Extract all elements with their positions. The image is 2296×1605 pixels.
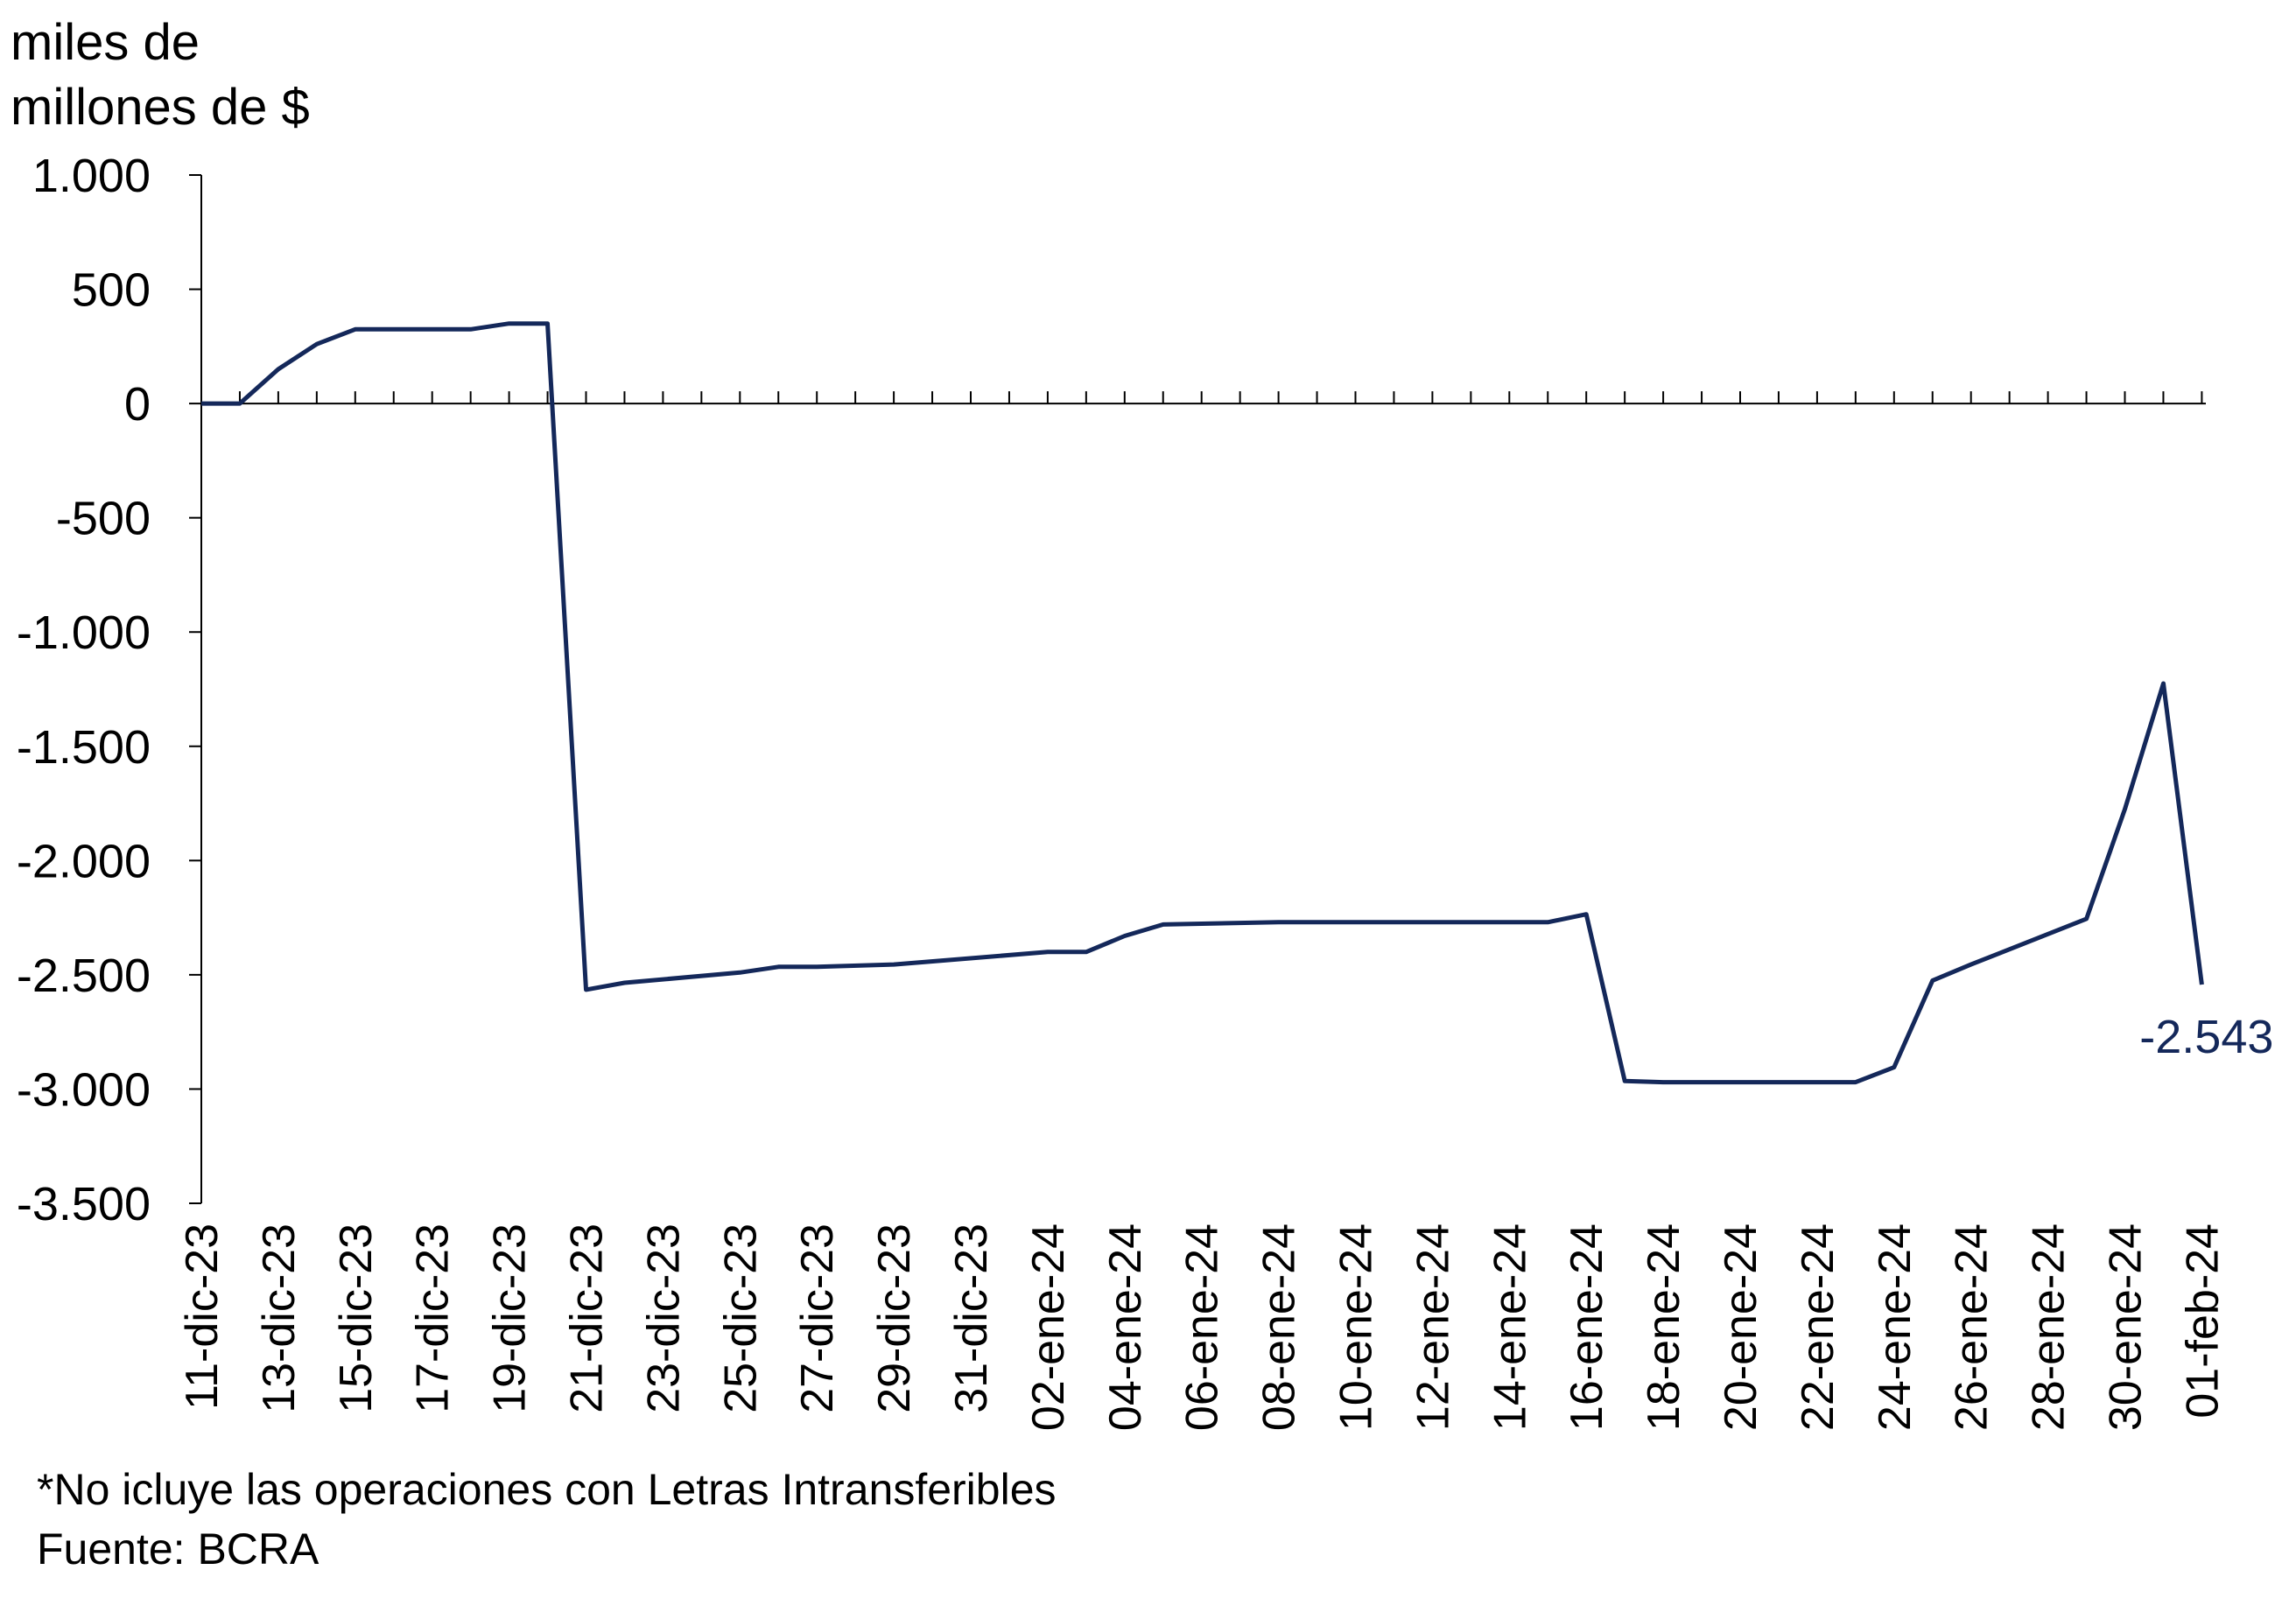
footnote-block: *No icluye las operaciones con Letras In… bbox=[37, 1460, 1057, 1579]
y-tick-label: 500 bbox=[72, 264, 151, 317]
y-tick-label: 0 bbox=[124, 378, 151, 431]
x-tick-label: 24-ene-24 bbox=[1870, 1223, 1920, 1431]
y-tick-label: -2.000 bbox=[17, 835, 151, 887]
x-tick-label: 16-ene-24 bbox=[1562, 1223, 1612, 1431]
y-tick-label: 1.000 bbox=[32, 150, 151, 202]
series-line bbox=[201, 321, 2204, 1085]
x-tick-label: 22-ene-24 bbox=[1793, 1223, 1843, 1431]
x-tick-label: 08-ene-24 bbox=[1254, 1223, 1305, 1431]
x-tick-label: 19-dic-23 bbox=[485, 1223, 536, 1413]
x-tick-label: 11-dic-23 bbox=[177, 1223, 228, 1410]
x-tick-label: 12-ene-24 bbox=[1408, 1223, 1458, 1431]
y-axis-label-line-2: millones de $ bbox=[11, 79, 310, 136]
y-tick-label: -1.000 bbox=[17, 606, 151, 659]
footnote: *No icluye las operaciones con Letras In… bbox=[37, 1465, 1057, 1514]
x-tick-label: 15-dic-23 bbox=[331, 1223, 382, 1413]
x-tick-label: 31-dic-23 bbox=[946, 1223, 997, 1413]
source-note: Fuente: BCRA bbox=[37, 1524, 319, 1573]
x-tick-label: 25-dic-23 bbox=[715, 1223, 766, 1413]
x-tick-label: 30-ene-24 bbox=[2101, 1223, 2152, 1431]
x-tick-label: 29-dic-23 bbox=[869, 1223, 920, 1413]
x-tick-label: 28-ene-24 bbox=[2024, 1223, 2075, 1431]
y-tick-label: -1.500 bbox=[17, 721, 151, 774]
x-tick-label: 04-ene-24 bbox=[1100, 1223, 1151, 1431]
y-tick-label: -500 bbox=[56, 493, 151, 545]
y-tick-label: -3.500 bbox=[17, 1178, 151, 1230]
x-tick-label: 21-dic-23 bbox=[562, 1223, 613, 1413]
x-tick-label: 10-ene-24 bbox=[1331, 1223, 1382, 1431]
x-tick-label: 23-dic-23 bbox=[638, 1223, 689, 1413]
x-tick-label: 17-dic-23 bbox=[408, 1223, 459, 1413]
x-tick-label: 20-ene-24 bbox=[1716, 1223, 1766, 1431]
x-tick-label: 13-dic-23 bbox=[254, 1223, 305, 1413]
y-axis-label: miles de millones de $ bbox=[11, 11, 310, 140]
last-value-label: -2.543 bbox=[2139, 1011, 2273, 1063]
y-tick-label: -2.500 bbox=[17, 950, 151, 1002]
x-tick-label: 01-feb-24 bbox=[2177, 1223, 2228, 1419]
x-tick-label: 02-ene-24 bbox=[1023, 1223, 1074, 1431]
x-tick-label: 06-ene-24 bbox=[1177, 1223, 1228, 1431]
x-tick-label: 26-ene-24 bbox=[1947, 1223, 1998, 1431]
x-tick-label: 27-dic-23 bbox=[792, 1223, 843, 1413]
y-tick-label: -3.000 bbox=[17, 1063, 151, 1116]
y-axis-label-line-1: miles de bbox=[11, 14, 200, 71]
x-tick-label: 14-ene-24 bbox=[1485, 1223, 1535, 1431]
x-tick-label: 18-ene-24 bbox=[1639, 1223, 1689, 1431]
